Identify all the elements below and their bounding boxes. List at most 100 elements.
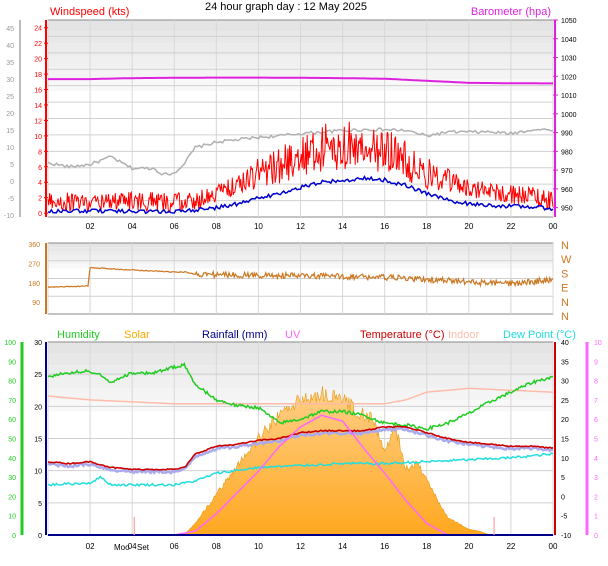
temperature-tick-label: 5 [561,475,565,482]
temperature-tick-label: 25 [561,398,569,405]
x-tick-label: 20 [464,222,473,231]
humidity-tick-label: 50 [8,437,16,444]
compass-label: N [561,311,569,323]
compass-label: N [561,297,569,309]
humidity-tick-label: 80 [8,379,16,386]
x-tick-label: 02 [86,542,95,551]
moonrise-label: Moo [114,543,130,552]
direction-series-line [47,266,554,288]
legend-label: Humidity [57,329,100,341]
outer-left-tick-label: 25 [6,94,14,101]
x-tick-label: 10 [254,222,263,231]
barometer-tick-label: 1030 [561,56,577,63]
barometer-series-line [48,76,553,85]
windspeed-tick-label: 6 [38,165,42,172]
windspeed-tick-label: 24 [34,26,42,33]
temperature-tick-label: 35 [561,359,569,366]
moonset-label: Set [137,543,150,552]
barometer-tick-label: 980 [561,149,573,156]
humidity-tick-label: 100 [4,340,16,347]
legend-label: Dew Point (°C) [503,329,576,341]
humidity-tick-label: 0 [12,533,16,540]
page-title: 24 hour graph day : 12 May 2025 [205,1,367,13]
rainfall-tick-label: 5 [38,501,42,508]
rainfall-tick-label: 25 [34,372,42,379]
barometer-tick-label: 1040 [561,37,577,44]
x-tick-label: 04 [128,222,137,231]
humidity-tick-label: 20 [8,494,16,501]
barometer-tick-label: 950 [561,206,573,213]
compass-label: S [561,268,568,280]
uv-tick-label: 5 [594,437,598,444]
temperature-tick-label: 10 [561,456,569,463]
rainfall-tick-label: 30 [34,340,42,347]
legend-label: Indoor [448,329,480,341]
outer-left-tick-label: 40 [6,43,14,50]
outer-left-tick-label: 20 [6,111,14,118]
humidity-tick-label: 10 [8,514,16,521]
windspeed-tick-label: 12 [34,118,42,125]
humidity-tick-label: 60 [8,417,16,424]
uv-tick-label: 4 [594,456,598,463]
barometer-tick-label: 1000 [561,112,577,119]
uv-tick-label: 3 [594,475,598,482]
outer-left-tick-label: 35 [6,60,14,67]
uv-tick-label: 8 [594,379,598,386]
windspeed-tick-label: 2 [38,196,42,203]
x-tick-label: 18 [422,222,431,231]
compass-label: E [561,283,568,295]
windspeed-tick-label: 22 [34,41,42,48]
windspeed-tick-label: 8 [38,149,42,156]
windspeed-tick-label: 0 [38,211,42,218]
barometer-tick-label: 1050 [561,18,577,25]
dew-point-series-line [47,452,554,487]
windspeed-tick-label: 18 [34,72,42,79]
uv-tick-label: 6 [594,417,598,424]
uv-tick-label: 9 [594,359,598,366]
windspeed-tick-label: 20 [34,57,42,64]
direction-tick-label: 360 [28,242,40,249]
windspeed-tick-label: 4 [38,180,42,187]
x-tick-label: 00 [549,222,558,231]
humidity-series-line [47,362,554,432]
x-tick-label: 12 [296,542,305,551]
x-tick-label: 22 [506,222,515,231]
compass-label: W [561,254,572,266]
uv-tick-label: 1 [594,514,598,521]
direction-tick-label: 90 [32,300,40,307]
barometer-tick-label: 1010 [561,93,577,100]
barometer-tick-label: 990 [561,131,573,138]
outer-left-tick-label: 45 [6,26,14,33]
windspeed-tick-label: 16 [34,88,42,95]
x-tick-label: 06 [170,542,179,551]
outer-left-tick-label: 15 [6,128,14,135]
legend-label: UV [285,329,301,341]
x-tick-label: 08 [212,222,221,231]
direction-tick-label: 270 [28,261,40,268]
temperature-tick-label: 0 [561,494,565,501]
humidity-tick-label: 90 [8,359,16,366]
compass-label: N [561,240,569,252]
outer-left-tick-label: 5 [10,162,14,169]
temperature-tick-label: -10 [561,533,571,540]
legend-label: Solar [124,329,150,341]
uv-tick-label: 0 [594,533,598,540]
temperature-tick-label: 40 [561,340,569,347]
temperature-series-line [47,425,554,471]
x-tick-label: 06 [170,222,179,231]
humidity-tick-label: 40 [8,456,16,463]
barometer-tick-label: 970 [561,168,573,175]
x-tick-label: 04 [128,542,137,551]
x-tick-label: 00 [549,542,558,551]
x-tick-label: 16 [380,222,389,231]
temperature-tick-label: 15 [561,437,569,444]
x-tick-label: 14 [338,222,347,231]
x-tick-label: 18 [422,542,431,551]
temperature-tick-label: -5 [561,514,567,521]
legend-label: Temperature (°C) [360,329,444,341]
humidity-tick-label: 70 [8,398,16,405]
outer-left-tick-label: 30 [6,77,14,84]
x-tick-label: 08 [212,542,221,551]
windspeed-tick-label: 14 [34,103,42,110]
x-tick-label: 14 [338,542,347,551]
